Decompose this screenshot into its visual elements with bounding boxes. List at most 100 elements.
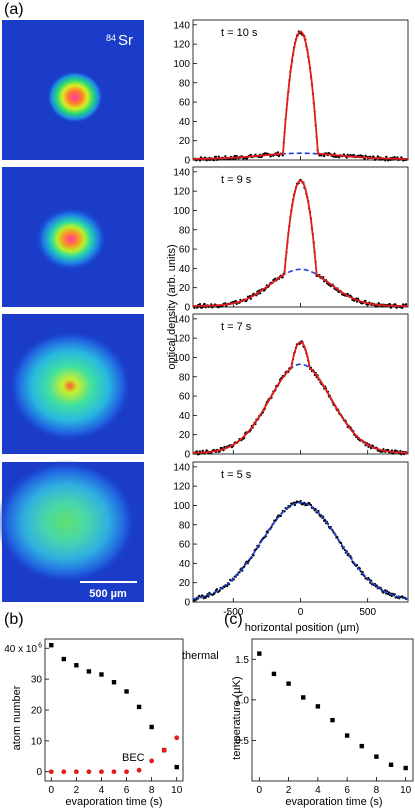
data-point: [390, 449, 393, 452]
data-point: [385, 155, 388, 158]
thermal-fit-line: [193, 268, 408, 307]
y-tick-label: 40: [179, 264, 191, 275]
x-tick-label: 0: [298, 607, 304, 618]
data-point: [198, 159, 202, 162]
thermal-point: [136, 704, 142, 710]
image-t5: [0, 460, 144, 602]
series-label-thermal: thermal: [182, 650, 219, 662]
data-point: [374, 305, 377, 308]
data-point: [364, 299, 367, 302]
temperature-point: [374, 754, 379, 759]
y-tick-label: 100: [173, 59, 190, 70]
panel-label-a: (a): [4, 1, 24, 18]
y-tick-label: 0.5: [235, 736, 249, 747]
panel-label-b: (b): [4, 611, 24, 628]
y-tick-label: 80: [179, 520, 191, 531]
x-tick-label: 2: [286, 785, 292, 796]
data-point: [224, 155, 227, 158]
image-t9: [2, 167, 144, 307]
profile-y-axis-label: optical density (arb. units): [166, 244, 178, 369]
y-tick-label: 0: [184, 450, 190, 461]
y-tick-label: 40: [179, 559, 191, 570]
y-tick-label: 80: [179, 225, 191, 236]
data-point: [318, 513, 321, 516]
data-point: [404, 303, 408, 306]
x-tick-label: 0: [257, 785, 263, 796]
y-tick-label-exponent: 6: [38, 642, 42, 649]
profile-subplot: 0 20 40 60 80 100 120 140 -500 0 500 t = 5 s: [173, 461, 409, 618]
bec-point: [73, 769, 79, 775]
thermal-fit-line: [192, 501, 409, 600]
data-point: [332, 155, 335, 158]
thermal-point: [99, 672, 104, 677]
x-tick-label: 0: [48, 785, 54, 796]
data-point: [196, 306, 199, 309]
data-point: [212, 159, 216, 162]
data-point: [389, 306, 393, 309]
data-point: [323, 519, 327, 522]
data-point: [249, 153, 252, 156]
bec-point: [124, 769, 129, 775]
total-fit-line: [193, 179, 408, 307]
y-tick-label: 10: [31, 736, 43, 747]
plot-frame: [192, 166, 409, 308]
thermal-point: [149, 724, 154, 730]
data-point: [281, 154, 284, 157]
y-tick-label: 0: [184, 598, 190, 609]
data-point: [238, 571, 241, 574]
data-point: [369, 581, 372, 584]
data-point: [193, 306, 196, 309]
data-point: [364, 154, 367, 157]
thermal-point: [124, 689, 129, 694]
plot-frame: [251, 638, 414, 782]
y-tick-label: 0: [36, 767, 42, 778]
data-point: [211, 306, 214, 309]
data-point: [232, 158, 235, 161]
bec-point: [149, 758, 155, 764]
b-x-axis-label: evaporation time (s): [65, 796, 162, 808]
y-tick-label: 80: [179, 78, 191, 89]
y-tick-label: 80: [179, 372, 191, 383]
data-point: [370, 579, 373, 582]
y-tick-label: 0: [184, 303, 190, 314]
thermal-point: [61, 656, 67, 662]
data-point: [276, 151, 280, 154]
y-tick-label: 20: [179, 283, 191, 294]
y-tick-label: 60: [179, 392, 191, 403]
series-label-bec: BEC: [122, 752, 145, 764]
temperature-plot: 0 2 4 6 8 10 0.5 1.0 1.5: [235, 638, 414, 796]
data-point: [202, 597, 205, 600]
temperature-point: [330, 717, 335, 723]
x-tick-label: 2: [74, 785, 80, 796]
data-point: [214, 155, 218, 158]
isotope-element-label: Sr: [118, 32, 133, 49]
y-tick-label: 120: [173, 187, 190, 198]
data-point: [339, 541, 343, 545]
thermal-point: [111, 680, 117, 685]
temperature-point: [359, 743, 364, 749]
y-tick-label: 140: [173, 314, 190, 325]
bec-point: [136, 767, 142, 773]
y-tick-label: 20: [179, 430, 191, 441]
data-point: [376, 305, 379, 308]
data-point: [233, 154, 236, 158]
panel-label-c: (c): [224, 611, 243, 628]
c-x-axis-label: evaporation time (s): [285, 796, 382, 808]
bec-point: [48, 769, 54, 775]
bec-point: [61, 769, 67, 775]
temperature-point: [271, 671, 277, 677]
thermal-point: [174, 764, 179, 770]
plot-frame: [192, 461, 409, 603]
b-y-axis-label: atom number: [11, 685, 23, 750]
y-tick-label: 60: [179, 98, 191, 109]
plot-frame: [192, 313, 409, 455]
temperature-point: [257, 651, 262, 656]
data-point: [201, 449, 204, 452]
bec-point: [174, 735, 180, 741]
data-point: [234, 299, 237, 303]
profile-subplot: 0 20 40 60 80 100 120 140 t = 9 s: [173, 166, 409, 314]
data-point: [336, 536, 339, 539]
time-label: t = 9 s: [221, 174, 252, 186]
